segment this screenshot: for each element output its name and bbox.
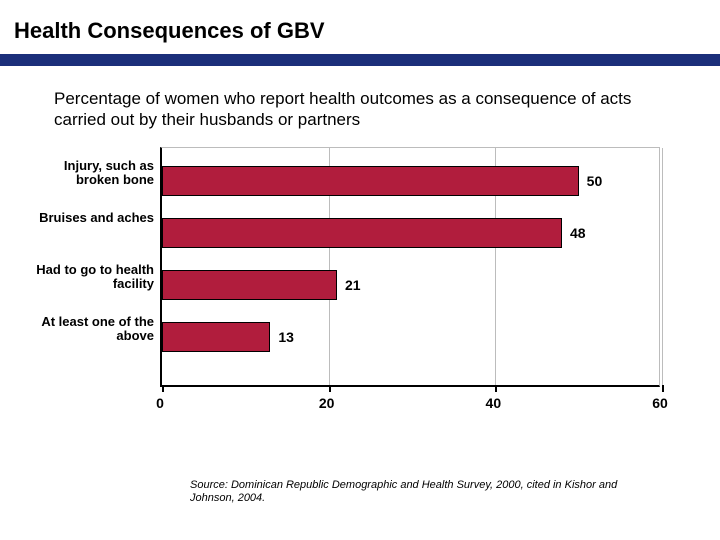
category-label: Had to go to health facility: [30, 263, 154, 293]
bar-row: 50: [162, 164, 602, 198]
title-divider: [0, 54, 720, 66]
bar-row: 48: [162, 216, 586, 250]
source-citation: Source: Dominican Republic Demographic a…: [190, 479, 660, 507]
x-tick-label: 20: [319, 395, 335, 411]
bar: [162, 166, 579, 196]
bar: [162, 270, 337, 300]
x-axis-ticks: 0204060: [160, 387, 660, 417]
x-tick-label: 40: [486, 395, 502, 411]
bar-value-label: 48: [570, 225, 586, 241]
bar: [162, 218, 562, 248]
bar-row: 21: [162, 268, 361, 302]
bar-row: 13: [162, 320, 294, 354]
slide-title: Health Consequences of GBV: [0, 0, 720, 54]
bar-value-label: 50: [587, 173, 603, 189]
slide-subtitle: Percentage of women who report health ou…: [0, 66, 720, 145]
bar-value-label: 13: [278, 329, 294, 345]
bar-chart: Injury, such as broken bone Bruises and a…: [30, 147, 660, 417]
bar: [162, 322, 270, 352]
category-label: Injury, such as broken bone: [30, 159, 154, 189]
y-axis-labels: Injury, such as broken bone Bruises and a…: [30, 147, 160, 417]
category-label: At least one of the above: [30, 315, 154, 345]
slide: Health Consequences of GBV Percentage of…: [0, 0, 720, 540]
x-tick-label: 60: [652, 395, 668, 411]
x-tick-mark: [662, 385, 664, 392]
bar-value-label: 21: [345, 277, 361, 293]
gridline: [662, 148, 663, 385]
x-tick-label: 0: [156, 395, 164, 411]
plot-area: 50 48 21 13: [160, 147, 660, 387]
category-label: Bruises and aches: [30, 211, 154, 226]
